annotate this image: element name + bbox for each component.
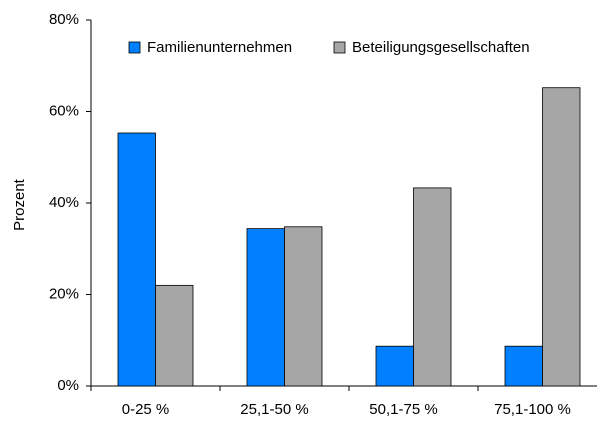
legend-swatch	[128, 41, 141, 54]
bar	[375, 345, 414, 387]
bar	[413, 187, 452, 387]
x-tick-label: 25,1-50 %	[240, 401, 308, 418]
y-axis-label: Prozent	[11, 178, 28, 231]
bar	[117, 132, 156, 387]
bar	[155, 284, 194, 387]
legend-swatch	[333, 41, 346, 54]
bar	[246, 228, 285, 387]
x-tick-label: 0-25 %	[122, 401, 170, 418]
bar	[504, 345, 543, 387]
y-tick-label: 40%	[49, 194, 79, 211]
bar	[284, 226, 323, 387]
y-tick-label: 80%	[49, 11, 79, 28]
legend-label: Beteiligungsgesellschaften	[352, 39, 530, 56]
bar	[542, 87, 581, 387]
legend-label: Familienunternehmen	[147, 39, 292, 56]
x-tick-label: 50,1-75 %	[369, 401, 437, 418]
x-tick-label: 75,1-100 %	[494, 401, 571, 418]
y-tick-label: 20%	[49, 285, 79, 302]
y-tick-label: 60%	[49, 102, 79, 119]
y-tick-label: 0%	[57, 377, 79, 394]
